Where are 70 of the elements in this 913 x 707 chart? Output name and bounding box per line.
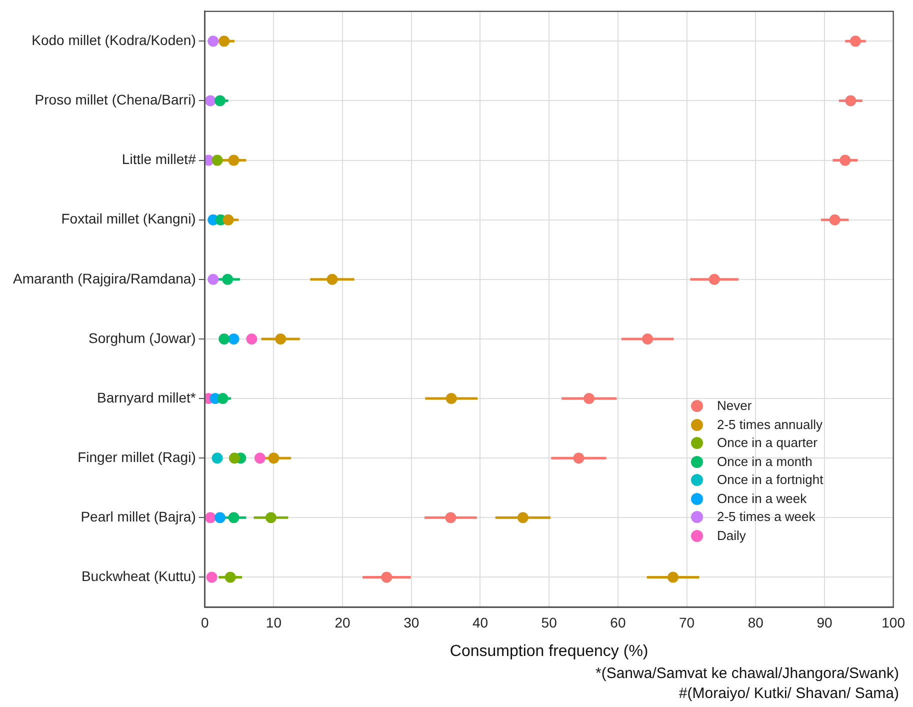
x-tick-label: 0 bbox=[200, 614, 209, 630]
point bbox=[206, 572, 218, 583]
x-tick-label: 70 bbox=[678, 614, 695, 630]
text: #(Moraiyo/ Kutki/ Shavan/ Sama) bbox=[678, 684, 899, 704]
point bbox=[246, 333, 258, 344]
x-tick-label: 20 bbox=[334, 614, 351, 630]
y-tick-label: Buckwheat (Kuttu) bbox=[81, 568, 196, 584]
x-tick-label: 60 bbox=[610, 614, 626, 630]
point bbox=[845, 95, 856, 106]
point bbox=[268, 452, 280, 464]
y-tick-label: Amaranth (Rajgira/Ramdana) bbox=[12, 270, 196, 286]
y-tick-label: Barnyard millet* bbox=[97, 389, 196, 406]
point bbox=[326, 274, 338, 285]
point bbox=[573, 452, 584, 464]
point bbox=[212, 452, 223, 464]
y-tick-label: Sorghum (Jowar) bbox=[88, 330, 196, 346]
point bbox=[275, 333, 286, 344]
point bbox=[708, 274, 720, 285]
legend-label: Once in a week bbox=[717, 490, 807, 508]
legend-label: 2-5 times annually bbox=[717, 416, 822, 434]
legend-label: Once in a fortnight bbox=[717, 471, 824, 489]
point bbox=[228, 333, 240, 344]
point bbox=[228, 154, 240, 166]
y-tick-label: Kodo millet (Kodra/Koden) bbox=[32, 32, 196, 48]
point bbox=[218, 36, 230, 47]
text: *(Sanwa/Samvat ke chawal/Jhangora/Swank) bbox=[596, 664, 899, 684]
legend-label: Daily bbox=[717, 526, 746, 545]
point bbox=[214, 95, 226, 106]
x-tick-label: 30 bbox=[404, 614, 420, 630]
y-tick-label: Finger millet (Ragi) bbox=[78, 448, 196, 465]
point bbox=[829, 214, 840, 226]
point bbox=[642, 333, 654, 344]
point bbox=[584, 393, 595, 404]
x-tick-label: 10 bbox=[266, 614, 282, 630]
legend-label: Once in a month bbox=[717, 452, 812, 470]
point bbox=[265, 512, 276, 524]
point bbox=[217, 393, 228, 404]
x-axis-title: Consumption frequency (%) bbox=[450, 642, 648, 660]
point bbox=[222, 214, 234, 226]
x-tick-label: 100 bbox=[882, 614, 906, 630]
point bbox=[840, 154, 851, 166]
point bbox=[212, 154, 223, 166]
point bbox=[446, 393, 457, 404]
y-tick-label: Foxtail millet (Kangni) bbox=[61, 210, 196, 227]
point bbox=[668, 572, 679, 583]
point bbox=[208, 36, 219, 47]
y-tick-label: Proso millet (Chena/Barri) bbox=[34, 92, 196, 108]
legend-label: 2-5 times a week bbox=[717, 508, 816, 526]
point bbox=[204, 512, 216, 524]
x-tick-label: 40 bbox=[472, 614, 488, 630]
y-tick-label: Little millet# bbox=[122, 151, 196, 168]
point bbox=[850, 36, 861, 47]
legend-label: Once in a quarter bbox=[717, 434, 818, 452]
point bbox=[218, 333, 230, 344]
x-tick-label: 50 bbox=[541, 614, 558, 630]
point bbox=[228, 452, 240, 464]
point bbox=[381, 572, 392, 583]
point bbox=[208, 274, 219, 285]
point bbox=[222, 274, 234, 285]
point bbox=[254, 452, 266, 464]
y-tick-label: Pearl millet (Bajra) bbox=[80, 508, 196, 525]
point bbox=[224, 572, 236, 583]
x-tick-label: 80 bbox=[748, 614, 764, 630]
x-tick-label: 90 bbox=[816, 614, 832, 630]
point bbox=[517, 512, 528, 524]
point bbox=[228, 512, 240, 524]
point bbox=[204, 95, 216, 106]
legend-label: Never bbox=[717, 397, 752, 415]
point bbox=[214, 512, 226, 524]
point bbox=[445, 512, 456, 524]
